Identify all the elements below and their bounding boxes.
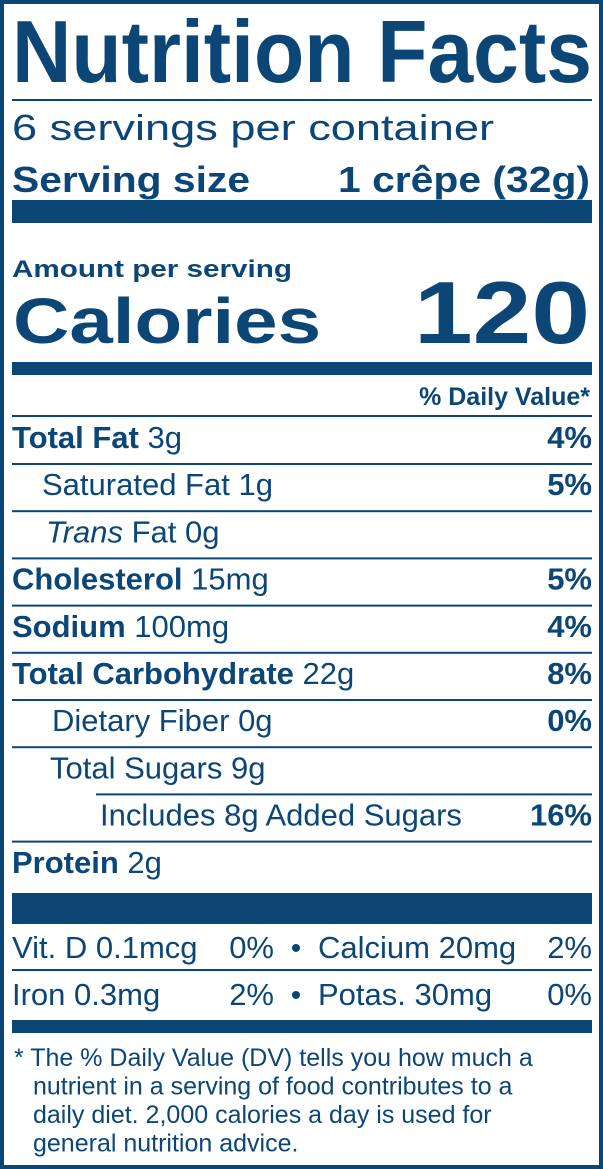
vitamin-name: Iron xyxy=(12,977,65,1012)
vitamin-amount: 20mg xyxy=(439,930,517,965)
nutrient-line: Total Fat 3g xyxy=(12,420,182,455)
rule xyxy=(12,557,592,560)
nutrient-name: Total Carbohydrate xyxy=(12,656,294,691)
nutrient-name-italic: Trans xyxy=(46,514,123,549)
nutrient-line: Trans Fat 0g xyxy=(46,514,219,549)
nutrient-dv: 5% xyxy=(547,467,592,502)
rule xyxy=(12,746,592,749)
nutrient-name: Sodium xyxy=(12,609,126,644)
amount-per-serving: Amount per serving xyxy=(12,256,292,283)
vitamin-dv: 2% xyxy=(547,930,592,965)
rule xyxy=(12,651,592,654)
medium-bar xyxy=(12,362,592,375)
nutrient-amount: 0g xyxy=(185,514,219,549)
rule xyxy=(12,463,592,465)
medium-bar xyxy=(12,1020,592,1033)
rule xyxy=(12,840,592,843)
thick-bar xyxy=(12,200,592,223)
vitamin-amount: 0.1mcg xyxy=(96,930,198,965)
bullet: • xyxy=(291,979,302,1012)
vitamin-dv: 2% xyxy=(229,977,274,1012)
vitamin-line: Iron 0.3mg xyxy=(12,977,160,1012)
nutrient-amount: 15mg xyxy=(191,562,269,597)
serving-size-value: 1 crêpe (32g) xyxy=(338,159,590,200)
nutrient-line: Cholesterol 15mg xyxy=(12,562,269,597)
nutrient-amount: 1g xyxy=(238,467,272,502)
vitamin-amount: 0.3mg xyxy=(74,977,160,1012)
bullet: • xyxy=(291,932,302,965)
footnote-line: nutrient in a serving of food contribute… xyxy=(33,1073,513,1101)
nutrient-line: Total Sugars 9g xyxy=(50,750,265,785)
nutrient-amount: 9g xyxy=(231,750,265,785)
vitamin-name: Vit. D xyxy=(12,930,87,965)
nutrient-amount: 2g xyxy=(127,845,161,880)
rule xyxy=(12,510,592,513)
calories-value: 120 xyxy=(414,263,590,362)
nutrient-dv: 8% xyxy=(547,656,592,691)
vitamin-dv: 0% xyxy=(229,930,274,965)
footnote-line: daily diet. 2,000 calories a day is used… xyxy=(33,1101,492,1129)
vitamin-line: Calcium 20mg xyxy=(318,930,516,965)
thick-bar xyxy=(12,893,592,924)
dv-header: % Daily Value* xyxy=(419,383,590,411)
nutrient-dv: 16% xyxy=(530,798,592,833)
nutrient-line: Protein 2g xyxy=(12,845,162,880)
rule xyxy=(12,99,592,101)
vitamin-line: Potas. 30mg xyxy=(318,977,492,1012)
nutrient-name: Dietary Fiber xyxy=(52,703,229,738)
rule xyxy=(12,415,592,417)
rule xyxy=(96,793,592,796)
nutrient-amount: 0g xyxy=(238,703,272,738)
nutrient-amount: 22g xyxy=(303,656,355,691)
vitamin-amount: 30mg xyxy=(415,977,493,1012)
rule xyxy=(12,699,592,701)
footnote-line: * The % Daily Value (DV) tells you how m… xyxy=(14,1044,533,1072)
nutrient-name: Protein xyxy=(12,845,119,880)
nutrient-name: Total Sugars xyxy=(50,750,222,785)
nutrient-line: Total Carbohydrate 22g xyxy=(12,656,354,691)
nutrient-name: Includes 8g Added Sugars xyxy=(100,798,462,833)
nutrient-line: Saturated Fat 1g xyxy=(42,467,273,502)
calories-label: Calories xyxy=(13,285,321,357)
nutrient-line: Includes 8g Added Sugars xyxy=(100,798,462,833)
nutrient-name: Saturated Fat xyxy=(42,467,230,502)
nutrient-name: Total Fat xyxy=(12,420,139,455)
rule xyxy=(12,604,592,607)
serving-size-label: Serving size xyxy=(12,159,250,200)
nutrient-dv: 4% xyxy=(547,420,592,455)
nutrient-name: Cholesterol xyxy=(12,562,183,597)
nutrient-dv: 4% xyxy=(547,609,592,644)
servings: 6 servings per container xyxy=(12,107,494,148)
vitamin-name: Calcium xyxy=(318,930,430,965)
nutrient-line: Dietary Fiber 0g xyxy=(52,703,273,738)
nutrient-amount: 100mg xyxy=(134,609,229,644)
nutrient-dv: 0% xyxy=(547,703,592,738)
footnote-line: general nutrition advice. xyxy=(33,1130,298,1158)
vitamin-dv: 0% xyxy=(547,977,592,1012)
nutrient-line: Sodium 100mg xyxy=(12,609,229,644)
rule xyxy=(12,969,592,971)
vitamin-line: Vit. D 0.1mcg xyxy=(12,930,198,965)
title: Nutrition Facts xyxy=(12,2,592,101)
nutrient-name: Fat xyxy=(132,514,177,549)
vitamin-name: Potas. xyxy=(318,977,406,1012)
nutrient-amount: 3g xyxy=(148,420,182,455)
nutrient-dv: 5% xyxy=(547,562,592,597)
